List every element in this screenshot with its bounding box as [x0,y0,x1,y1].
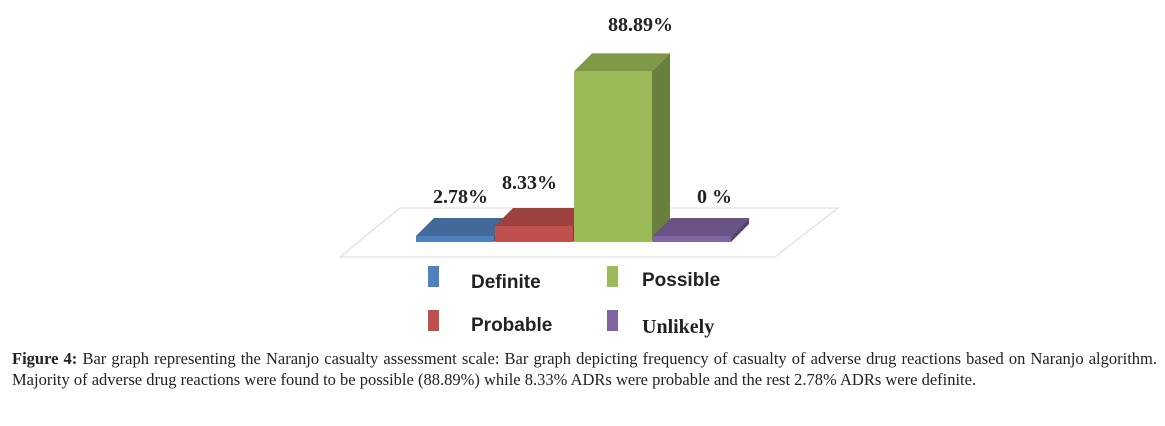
legend-swatch-probable [428,310,439,331]
legend-swatch-possible [607,266,618,287]
data-label-definite: 2.78% [433,186,488,208]
legend-label-definite: Definite [471,272,541,293]
legend-label-possible: Possible [642,270,720,291]
bar-possible [574,53,670,242]
bar-chart: 2.78% 8.33% 88.89% 0 % Definite Possible Prob… [338,14,840,338]
figure-caption: Figure 4: Bar graph representing the Nar… [12,348,1157,390]
legend-swatch-unlikely [607,310,618,331]
legend-label-unlikely: Unlikely [642,316,714,338]
data-label-unlikely: 0 % [697,186,732,208]
data-label-probable: 8.33% [502,172,557,194]
legend-swatch-definite [428,266,439,287]
figure-caption-label: Figure 4: [12,349,78,368]
figure-caption-text: Bar graph representing the Naranjo casua… [12,349,1158,389]
bar-unlikely [653,218,749,242]
data-label-possible: 88.89% [608,14,673,36]
legend-label-probable: Probable [471,315,552,336]
